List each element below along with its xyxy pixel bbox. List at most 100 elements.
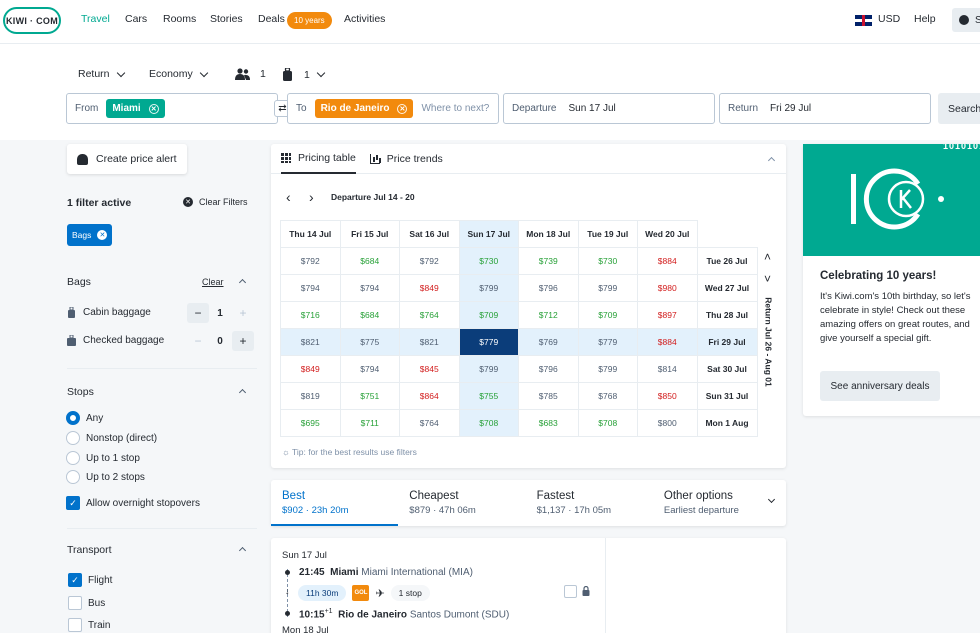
nav-rooms[interactable]: Rooms	[163, 13, 197, 25]
price-cell[interactable]: $850	[637, 382, 698, 410]
price-cell[interactable]: $785	[518, 382, 579, 410]
cabin-class-select[interactable]: Economy	[149, 68, 209, 80]
price-cell[interactable]: $779	[458, 328, 519, 356]
transport-train-checkbox[interactable]: Train	[68, 618, 110, 632]
tab-pricing-table[interactable]: Pricing table	[281, 144, 356, 174]
radio-button[interactable]	[66, 451, 80, 465]
price-cell[interactable]: $792	[280, 247, 341, 275]
transport-bus-checkbox[interactable]: Bus	[68, 596, 105, 610]
stops-option-any[interactable]: Any	[66, 411, 103, 425]
price-cell[interactable]: $819	[280, 382, 341, 410]
compare-checkbox[interactable]	[564, 585, 577, 598]
nav-stories[interactable]: Stories	[210, 13, 243, 25]
price-cell[interactable]: $796	[518, 274, 579, 302]
price-cell[interactable]: $779	[577, 328, 638, 356]
price-cell[interactable]: $794	[280, 274, 341, 302]
price-cell[interactable]: $716	[280, 301, 341, 329]
departure-field[interactable]: Departure Sun 17 Jul	[503, 93, 715, 124]
price-cell[interactable]: $799	[458, 274, 519, 302]
checkbox[interactable]	[68, 596, 82, 610]
radio-button[interactable]	[66, 411, 80, 425]
price-cell[interactable]: $730	[577, 247, 638, 275]
stops-option-nonstop[interactable]: Nonstop (direct)	[66, 431, 157, 445]
price-cell[interactable]: $730	[458, 247, 519, 275]
checked-increment-button[interactable]: +	[232, 331, 254, 351]
price-cell[interactable]: $684	[339, 301, 400, 329]
nav-cars[interactable]: Cars	[125, 13, 148, 25]
price-cell[interactable]: $845	[399, 355, 460, 383]
chevron-up-icon[interactable]	[238, 388, 247, 397]
chevron-up-icon[interactable]	[238, 546, 247, 555]
help-link[interactable]: Help	[914, 13, 936, 25]
check-icon[interactable]: ✓	[66, 496, 80, 510]
price-cell[interactable]: $814	[637, 355, 698, 383]
stops-option-1-stop[interactable]: Up to 1 stop	[66, 451, 140, 465]
see-anniversary-deals-button[interactable]: See anniversary deals	[820, 371, 940, 401]
account-button[interactable]: S	[952, 8, 980, 32]
price-cell[interactable]: $799	[458, 355, 519, 383]
price-cell[interactable]: $864	[399, 382, 460, 410]
price-cell[interactable]: $799	[577, 274, 638, 302]
close-icon[interactable]: ✕	[397, 103, 408, 114]
to-field[interactable]: To Rio de Janeiro ✕ Where to next?	[287, 93, 499, 124]
transport-flight-checkbox[interactable]: ✓ Flight	[68, 573, 112, 587]
close-icon[interactable]: ✕	[148, 103, 159, 114]
price-cell[interactable]: $849	[280, 355, 341, 383]
price-cell[interactable]: $708	[458, 409, 519, 437]
price-cell[interactable]: $849	[399, 274, 460, 302]
price-cell[interactable]: $884	[637, 328, 698, 356]
price-cell[interactable]: $794	[339, 355, 400, 383]
price-cell[interactable]: $799	[577, 355, 638, 383]
radio-button[interactable]	[66, 431, 80, 445]
check-icon[interactable]: ✓	[68, 573, 82, 587]
price-cell[interactable]: $792	[399, 247, 460, 275]
price-cell[interactable]: $796	[518, 355, 579, 383]
sort-fastest[interactable]: Fastest $1,137 · 17h 05m	[526, 480, 653, 526]
passengers-select[interactable]: 1	[235, 68, 266, 80]
price-cell[interactable]: $821	[280, 328, 341, 356]
from-field[interactable]: From Miami ✕	[66, 93, 278, 124]
nav-travel[interactable]: Travel	[81, 13, 110, 25]
price-cell[interactable]: $884	[637, 247, 698, 275]
checkbox[interactable]	[68, 618, 82, 632]
chevron-right-icon[interactable]: ›	[309, 189, 314, 205]
price-cell[interactable]: $775	[339, 328, 400, 356]
nav-deals[interactable]: Deals	[258, 13, 285, 25]
create-price-alert-button[interactable]: Create price alert	[67, 144, 187, 174]
price-cell[interactable]: $751	[339, 382, 400, 410]
chevron-down-icon[interactable]: ˅	[764, 272, 772, 286]
search-button[interactable]: Search	[938, 93, 980, 124]
price-cell[interactable]: $769	[518, 328, 579, 356]
chevron-up-icon[interactable]	[238, 278, 247, 287]
cabin-decrement-button[interactable]: −	[187, 303, 209, 323]
price-cell[interactable]: $821	[399, 328, 460, 356]
chevron-left-icon[interactable]: ‹	[286, 189, 291, 205]
price-cell[interactable]: $684	[339, 247, 400, 275]
price-cell[interactable]: $711	[339, 409, 400, 437]
uk-flag-icon[interactable]	[855, 15, 872, 26]
price-cell[interactable]: $712	[518, 301, 579, 329]
radio-button[interactable]	[66, 470, 80, 484]
from-chip[interactable]: Miami ✕	[106, 99, 165, 118]
price-cell[interactable]: $695	[280, 409, 341, 437]
currency-selector[interactable]: USD	[878, 13, 901, 25]
price-cell[interactable]: $709	[458, 301, 519, 329]
cabin-increment-button[interactable]: +	[232, 303, 254, 323]
overnight-stopovers-checkbox[interactable]: ✓ Allow overnight stopovers	[66, 496, 200, 510]
price-cell[interactable]: $755	[458, 382, 519, 410]
lock-icon[interactable]	[582, 586, 590, 596]
price-cell[interactable]: $764	[399, 301, 460, 329]
stops-badge[interactable]: 1 stop	[390, 585, 430, 601]
trip-type-select[interactable]: Return	[78, 68, 125, 80]
price-cell[interactable]: $709	[577, 301, 638, 329]
price-cell[interactable]: $897	[637, 301, 698, 329]
price-cell[interactable]: $708	[577, 409, 638, 437]
bags-clear-link[interactable]: Clear	[202, 277, 224, 287]
sort-other-options[interactable]: Other options Earliest departure	[653, 480, 786, 526]
bags-select[interactable]: 1	[283, 68, 326, 81]
active-filter-chip[interactable]: Bags ✕	[67, 224, 112, 246]
stops-option-2-stops[interactable]: Up to 2 stops	[66, 470, 145, 484]
price-cell[interactable]: $683	[518, 409, 579, 437]
sort-cheapest[interactable]: Cheapest $879 · 47h 06m	[398, 480, 525, 526]
price-cell[interactable]: $980	[637, 274, 698, 302]
